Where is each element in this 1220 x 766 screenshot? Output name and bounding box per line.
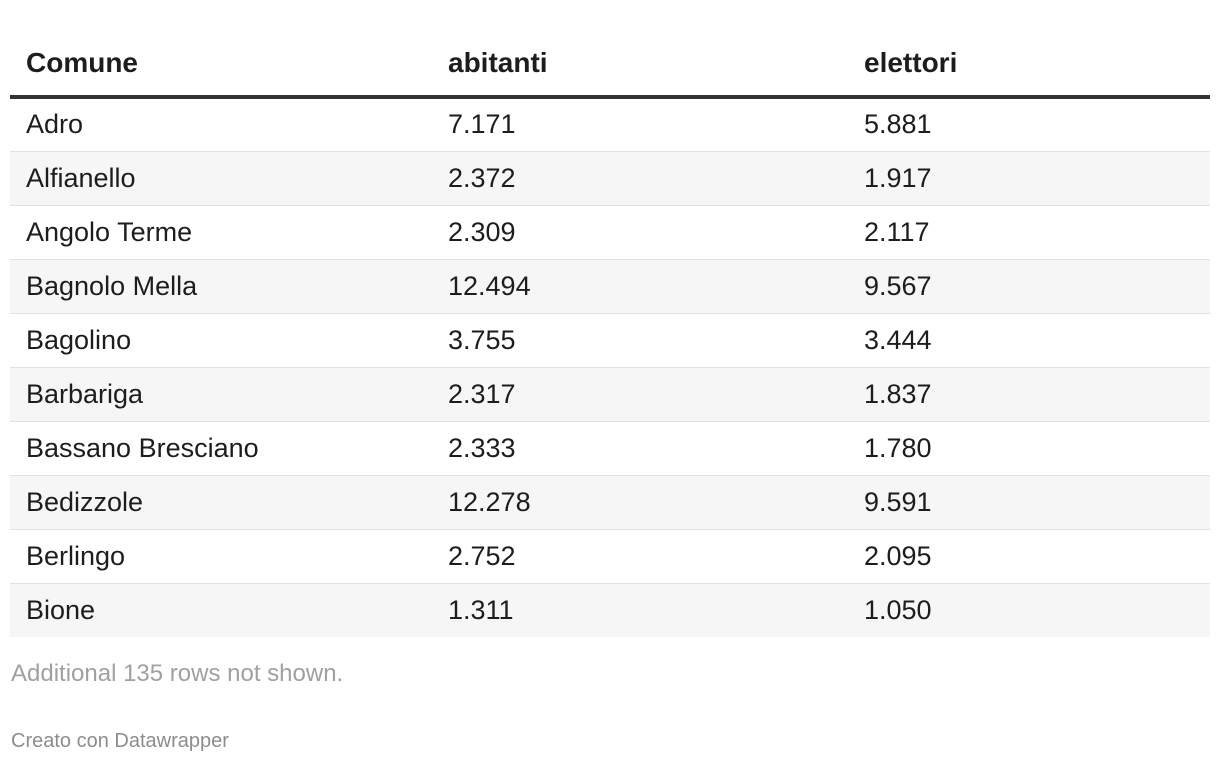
cell-abitanti: 2.309: [432, 205, 848, 260]
cell-comune: Bione: [10, 583, 432, 637]
cell-abitanti: 12.278: [432, 475, 848, 530]
cell-abitanti: 3.755: [432, 313, 848, 368]
cell-elettori: 1.837: [848, 367, 1210, 422]
cell-elettori: 2.117: [848, 205, 1210, 260]
cell-elettori: 9.567: [848, 259, 1210, 314]
cell-abitanti: 7.171: [432, 97, 848, 152]
cell-elettori: 2.095: [848, 529, 1210, 584]
cell-elettori: 5.881: [848, 97, 1210, 152]
column-header-comune[interactable]: Comune: [10, 30, 432, 99]
table-row: Bagolino 3.755 3.444: [10, 313, 1210, 368]
cell-comune: Bedizzole: [10, 475, 432, 530]
cell-abitanti: 2.372: [432, 151, 848, 206]
table-row: Bedizzole 12.278 9.591: [10, 475, 1210, 530]
table-row: Bagnolo Mella 12.494 9.567: [10, 259, 1210, 314]
cell-abitanti: 2.333: [432, 421, 848, 476]
table-row: Adro 7.171 5.881: [10, 97, 1210, 152]
cell-comune: Alfianello: [10, 151, 432, 206]
table-body: Adro 7.171 5.881 Alfianello 2.372 1.917 Angolo…: [10, 97, 1210, 637]
cell-comune: Angolo Terme: [10, 205, 432, 260]
cell-comune: Bagolino: [10, 313, 432, 368]
cell-comune: Bassano Bresciano: [10, 421, 432, 476]
credit-link[interactable]: Creato con Datawrapper: [11, 730, 229, 752]
cell-comune: Bagnolo Mella: [10, 259, 432, 314]
table-row: Bione 1.311 1.050: [10, 583, 1210, 637]
cell-comune: Barbariga: [10, 367, 432, 422]
cell-elettori: 1.780: [848, 421, 1210, 476]
table-row: Barbariga 2.317 1.837: [10, 367, 1210, 422]
data-table: Comune abitanti elettori Adro 7.171 5.881 A…: [10, 30, 1210, 637]
cell-elettori: 9.591: [848, 475, 1210, 530]
table-row: Berlingo 2.752 2.095: [10, 529, 1210, 584]
additional-rows-note: Additional 135 rows not shown.: [11, 660, 344, 687]
cell-comune: Berlingo: [10, 529, 432, 584]
table-header: Comune abitanti elettori: [10, 30, 1210, 99]
cell-abitanti: 2.752: [432, 529, 848, 584]
cell-abitanti: 12.494: [432, 259, 848, 314]
cell-comune: Adro: [10, 97, 432, 152]
cell-abitanti: 2.317: [432, 367, 848, 422]
header-row: Comune abitanti elettori: [10, 30, 1210, 99]
cell-elettori: 3.444: [848, 313, 1210, 368]
cell-elettori: 1.917: [848, 151, 1210, 206]
cell-abitanti: 1.311: [432, 583, 848, 637]
table-row: Angolo Terme 2.309 2.117: [10, 205, 1210, 260]
column-header-elettori[interactable]: elettori: [848, 30, 1210, 99]
cell-elettori: 1.050: [848, 583, 1210, 637]
column-header-abitanti[interactable]: abitanti: [432, 30, 848, 99]
table-row: Bassano Bresciano 2.333 1.780: [10, 421, 1210, 476]
table-row: Alfianello 2.372 1.917: [10, 151, 1210, 206]
